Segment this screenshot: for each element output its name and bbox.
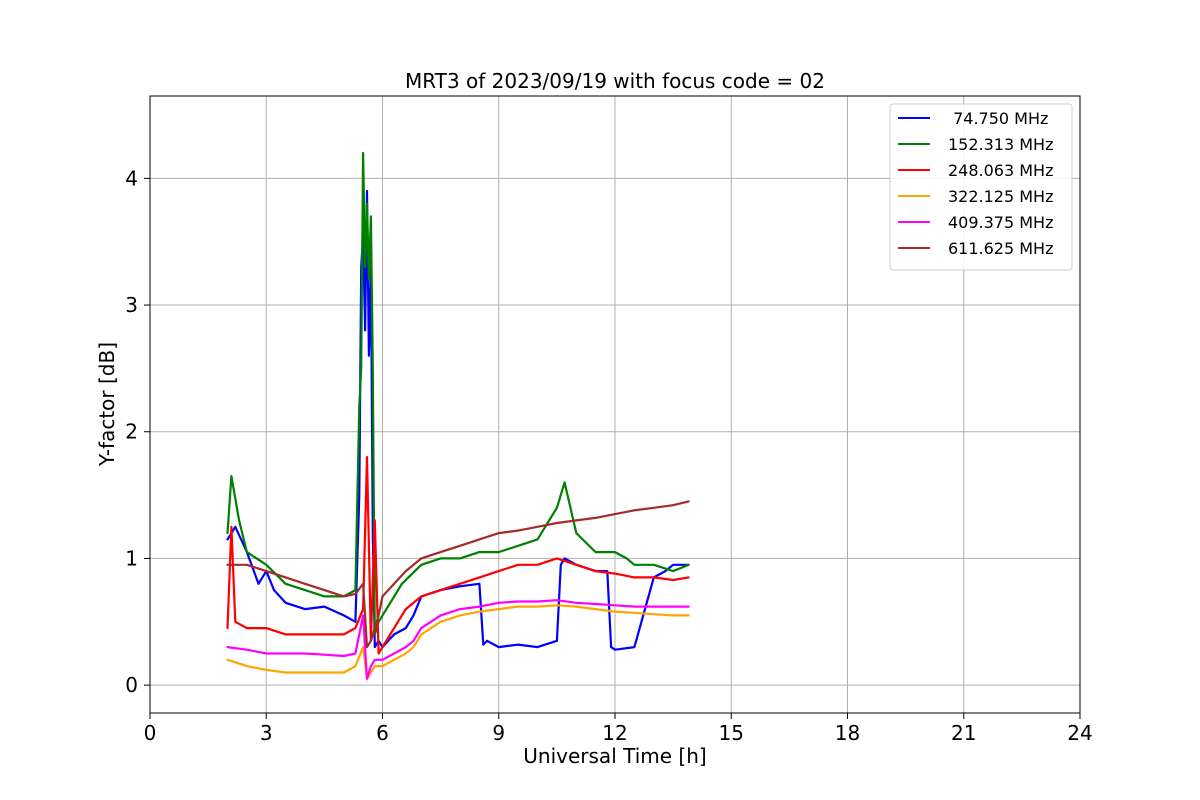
x-tick-label: 3 [260,721,273,745]
x-tick-label: 18 [835,721,860,745]
x-tick-label: 15 [719,721,744,745]
x-tick-label: 24 [1067,721,1092,745]
legend-label-0: 74.750 MHz [948,109,1048,128]
legend: 74.750 MHz 152.313 MHz 248.063 MHz 322.125 … [889,103,1073,271]
y-tick-label: 3 [125,293,138,317]
series-layer [226,151,690,680]
x-tick-label: 12 [602,721,627,745]
x-tick-label: 0 [144,721,157,745]
series-line-1 [226,151,690,636]
y-tick-label: 1 [125,546,138,570]
series-line-2 [226,456,690,655]
y-tick-label: 0 [125,673,138,697]
legend-label-1: 152.313 MHz [948,135,1053,154]
legend-label-3: 322.125 MHz [948,187,1053,206]
y-axis-label: Y-factor [dB] [95,342,119,467]
y-tick-label: 4 [125,166,138,190]
x-axis-label: Universal Time [h] [523,744,706,768]
series-line-3 [226,604,690,680]
series-line-5 [226,500,690,649]
legend-label-2: 248.063 MHz [948,161,1053,180]
x-tick-label: 21 [951,721,976,745]
legend-box [889,103,1073,271]
legend-label-5: 611.625 MHz [948,239,1053,258]
legend-label-4: 409.375 MHz [948,213,1053,232]
y-tick-label: 2 [125,420,138,444]
x-tick-label: 6 [376,721,389,745]
series-line-4 [226,599,690,680]
chart-title: MRT3 of 2023/09/19 with focus code = 02 [405,69,825,93]
x-tick-label: 9 [492,721,505,745]
